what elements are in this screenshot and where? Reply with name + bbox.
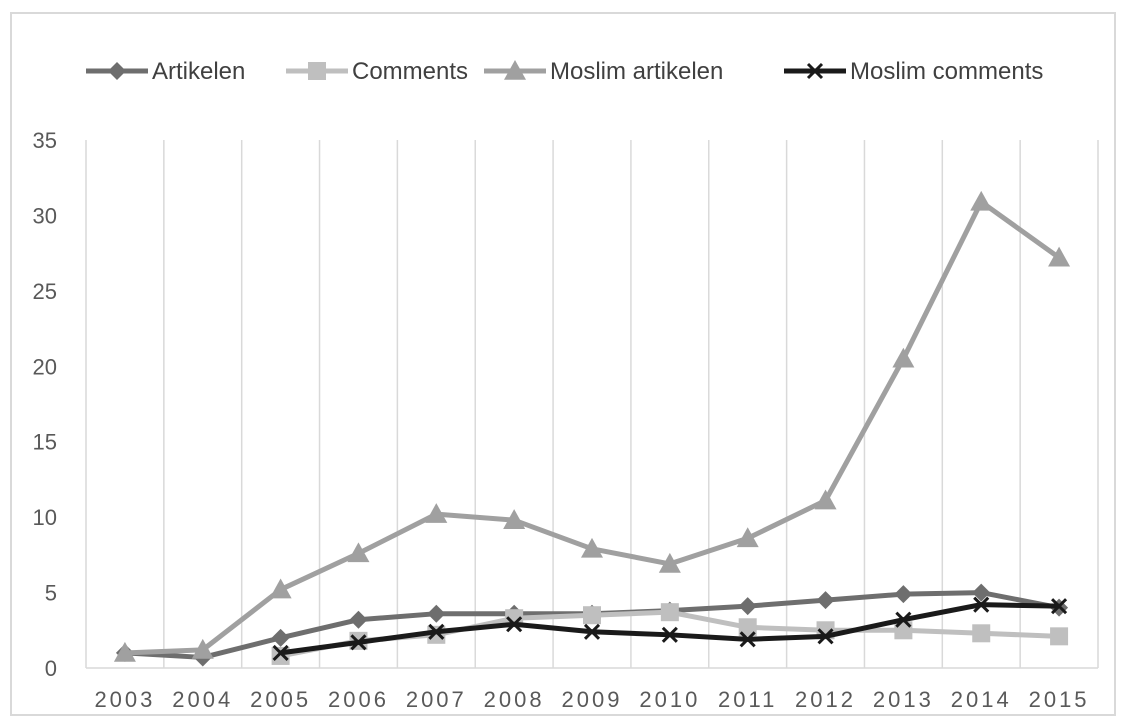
series-artikelen (115, 583, 1069, 667)
data-point (970, 190, 993, 211)
legend-label: Comments (352, 58, 468, 85)
x-tick-label: 2014 (951, 687, 1012, 712)
y-tick-label: 0 (45, 656, 57, 681)
marker-stroke (506, 616, 523, 633)
y-tick-label: 30 (33, 203, 57, 228)
data-point (428, 623, 445, 640)
y-tick-label: 35 (33, 128, 57, 153)
data-point (658, 552, 681, 573)
data-point (350, 634, 367, 651)
y-tick-label: 15 (33, 430, 57, 455)
data-point (349, 610, 368, 629)
legend-label: Moslim artikelen (550, 58, 723, 85)
data-point (1050, 627, 1069, 646)
data-point (581, 537, 603, 558)
series-line (124, 199, 1061, 656)
legend-marker (504, 60, 526, 80)
data-point (503, 509, 526, 529)
marker-stroke (583, 623, 601, 640)
series-group (113, 190, 1071, 667)
series-moslim-artikelen (113, 190, 1071, 662)
data-point (661, 626, 678, 643)
data-point (427, 604, 446, 623)
x-tick-label: 2003 (94, 687, 155, 712)
data-point (425, 503, 448, 523)
data-point (972, 624, 991, 643)
marker-stroke (895, 611, 912, 628)
data-point (583, 623, 601, 640)
data-point (506, 616, 523, 633)
data-point (814, 489, 837, 510)
series-moslim-comments (272, 596, 1068, 661)
marker-stroke (973, 596, 990, 613)
data-point (972, 583, 991, 602)
data-point (271, 628, 290, 647)
marker-stroke (272, 644, 289, 661)
x-tick-label: 2004 (172, 687, 233, 712)
data-point (894, 585, 913, 604)
legend-marker (806, 62, 824, 80)
x-tick-label: 2015 (1029, 687, 1090, 712)
gridlines (85, 140, 1099, 669)
data-point (892, 347, 915, 368)
legend: Artikelen Comments Moslim artikelen Moslim … (86, 58, 1043, 85)
x-tick-label: 2012 (795, 687, 856, 712)
x-tick-label: 2007 (406, 687, 467, 712)
y-axis: 0 5 10 15 20 25 30 35 (33, 128, 57, 681)
marker-stroke (661, 626, 678, 643)
data-point (1048, 246, 1071, 267)
data-point (817, 628, 834, 645)
marker-stroke (806, 62, 824, 80)
y-tick-label: 10 (33, 505, 57, 530)
legend-marker (108, 62, 126, 80)
marker-stroke (739, 631, 756, 648)
chart-frame (10, 12, 1116, 716)
marker-stroke (817, 628, 834, 645)
data-point (191, 638, 214, 659)
legend-label: Moslim comments (850, 58, 1043, 85)
marker-stroke (1051, 598, 1068, 615)
x-axis: 2003 2004 2005 2006 2007 2008 2009 2010 2011 2012… (94, 687, 1090, 712)
data-point (269, 578, 292, 599)
x-tick-label: 2005 (250, 687, 311, 712)
x-tick-label: 2011 (718, 687, 777, 712)
data-point (272, 644, 289, 661)
data-point (895, 611, 912, 628)
data-point (973, 596, 990, 613)
legend-item: Comments (286, 58, 468, 85)
marker-stroke (428, 623, 445, 640)
y-tick-label: 25 (33, 279, 57, 304)
legend-item: Artikelen (86, 58, 245, 85)
data-point (583, 606, 601, 625)
marker-stroke (350, 634, 367, 651)
data-point (347, 542, 370, 563)
data-point (113, 641, 136, 662)
data-point (736, 527, 759, 548)
data-point (739, 631, 756, 648)
y-tick-label: 20 (33, 354, 57, 379)
y-tick-label: 5 (45, 581, 57, 606)
x-tick-label: 2010 (639, 687, 700, 712)
x-tick-label: 2009 (562, 687, 623, 712)
data-point (1051, 598, 1068, 615)
x-tick-label: 2008 (484, 687, 545, 712)
data-point (816, 591, 835, 610)
legend-item: Moslim comments (784, 58, 1043, 85)
data-point (738, 597, 757, 616)
data-point (660, 603, 679, 622)
x-tick-label: 2013 (873, 687, 934, 712)
data-point (738, 618, 757, 637)
legend-label: Artikelen (152, 58, 245, 85)
legend-item: Moslim artikelen (484, 58, 723, 85)
legend-marker (308, 62, 326, 80)
x-tick-label: 2006 (328, 687, 389, 712)
